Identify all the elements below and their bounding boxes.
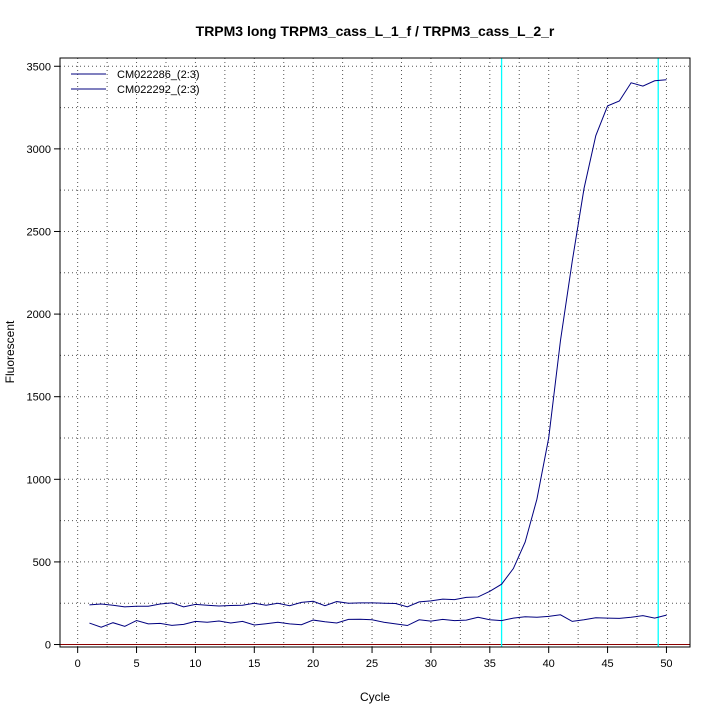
y-axis: 0 500 1000 1500 2000 2500 3000 3500 [27, 61, 60, 652]
x-tick-label: 15 [248, 658, 260, 670]
y-tick-label: 2500 [27, 226, 51, 238]
y-tick-label: 3000 [27, 144, 51, 156]
x-axis-label: Cycle [360, 690, 390, 704]
grid-lines [60, 58, 690, 647]
legend-label: CM022286_(2:3) [117, 69, 200, 81]
y-tick-label: 3500 [27, 61, 51, 73]
reference-lines [60, 58, 690, 647]
x-tick-label: 40 [543, 658, 555, 670]
x-tick-label: 35 [484, 658, 496, 670]
x-tick-label: 30 [425, 658, 437, 670]
series-line-2 [89, 614, 667, 628]
x-tick-label: 5 [133, 658, 139, 670]
x-tick-label: 10 [189, 658, 201, 670]
series-line-1 [89, 79, 667, 608]
x-tick-label: 25 [366, 658, 378, 670]
legend: CM022286_(2:3) CM022292_(2:3) [71, 69, 200, 96]
chart-title: TRPM3 long TRPM3_cass_L_1_f / TRPM3_cass… [196, 23, 555, 39]
y-axis-label: Fluorescent [3, 320, 17, 383]
legend-label: CM022292_(2:3) [117, 84, 200, 96]
plot-frame [59, 57, 691, 648]
y-tick-label: 0 [45, 640, 51, 652]
x-tick-label: 50 [660, 658, 672, 670]
x-tick-label: 0 [75, 658, 81, 670]
x-tick-label: 45 [601, 658, 613, 670]
x-axis: 0 5 10 15 20 25 30 35 40 45 50 [75, 647, 673, 670]
y-tick-label: 2000 [27, 309, 51, 321]
x-tick-label: 20 [307, 658, 319, 670]
y-tick-label: 1500 [27, 392, 51, 404]
y-tick-label: 1000 [27, 474, 51, 486]
series-lines [89, 79, 667, 628]
y-tick-label: 500 [33, 557, 51, 569]
